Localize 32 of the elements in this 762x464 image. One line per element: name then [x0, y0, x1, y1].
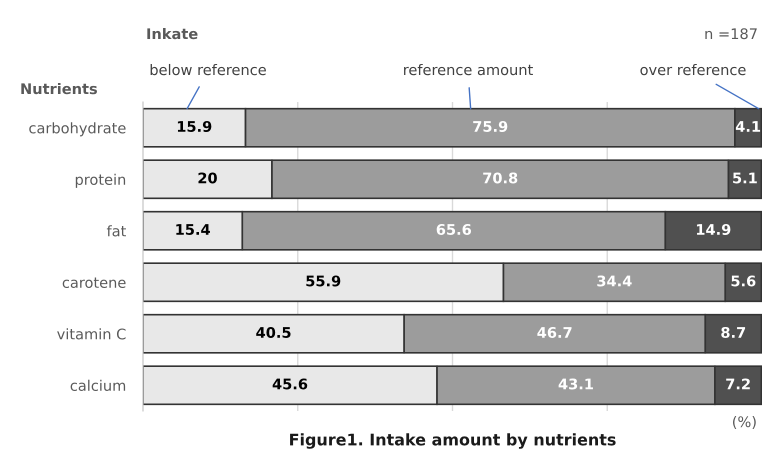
- data-label: 7.2: [726, 378, 750, 390]
- text: below reference: [150, 64, 266, 76]
- data-label: 55.9: [306, 275, 340, 286]
- x-axis-title: (%): [733, 416, 756, 429]
- data-label: 15.4: [176, 224, 210, 235]
- text: Figure1. Intake amount by nutrients: [290, 433, 616, 449]
- y-tick-label: carbohydrate: [29, 122, 126, 136]
- legend-title: Inkate: [147, 28, 198, 40]
- data-label: 20: [198, 172, 217, 184]
- text: reference amount: [404, 64, 533, 76]
- y-tick-label: carotene: [62, 278, 126, 288]
- data-label: 46.7: [537, 326, 572, 338]
- y-axis-title: Nutrients: [21, 82, 97, 94]
- data-label: 70.8: [483, 172, 518, 184]
- data-label: 5.1: [733, 172, 757, 184]
- y-tick-label: calcium: [70, 380, 126, 391]
- data-label: 4.1: [736, 121, 760, 132]
- data-label: 14.9: [696, 224, 730, 235]
- data-label: 15.9: [178, 120, 212, 132]
- data-label: 34.4: [597, 275, 632, 286]
- data-label: 43.1: [558, 378, 593, 390]
- data-label: 40.5: [256, 326, 291, 338]
- data-label: 65.6: [436, 224, 471, 235]
- y-tick-label: fat: [106, 225, 126, 236]
- data-label: 8.7: [721, 326, 746, 338]
- data-label: 75.9: [473, 120, 508, 132]
- data-label: 5.6: [732, 275, 756, 286]
- y-tick-label: vitamin C: [57, 328, 126, 340]
- text: n =187: [705, 28, 757, 40]
- data-label: 45.6: [272, 378, 308, 390]
- text: over reference: [640, 64, 746, 76]
- y-tick-label: protein: [76, 174, 126, 188]
